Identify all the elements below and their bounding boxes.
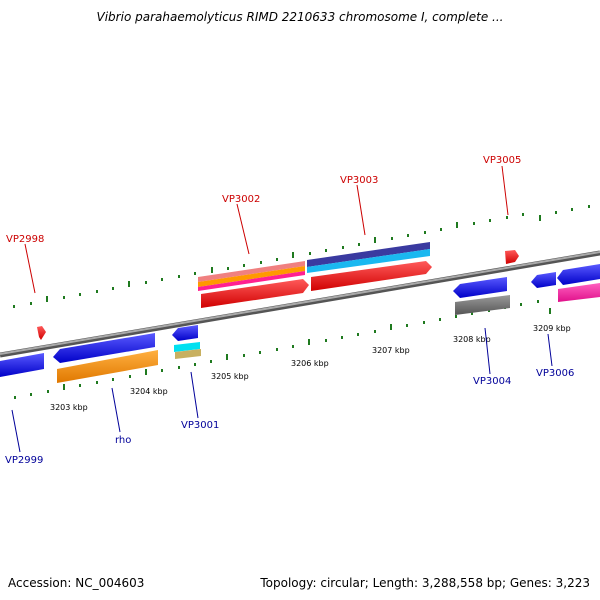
gene-feature-vp3002-band[interactable] (198, 271, 305, 291)
gene-label-vp3006: VP3006 (536, 368, 574, 379)
gene-feature-vp3003-band[interactable] (307, 249, 430, 273)
gene-feature-vp3004-product[interactable] (455, 295, 510, 315)
gene-label-vp2999: VP2999 (5, 455, 43, 466)
kbp-label: 3206 kbp (291, 359, 329, 368)
gene-labels-bottom: VP2999 rho VP3001 VP3004 VP3006 (5, 368, 574, 466)
kbp-label: 3209 kbp (533, 324, 571, 333)
gene-feature-vp3001-band[interactable] (174, 342, 200, 352)
upper-tick-row (13, 205, 590, 308)
gene-feature-vp2998[interactable] (37, 326, 46, 340)
label-leaders (11, 165, 553, 453)
gene-feature-vp3006-a[interactable] (531, 272, 556, 288)
reverse-strand-features[interactable] (0, 264, 600, 383)
kbp-label: 3207 kbp (372, 346, 410, 355)
gene-feature-vp3003[interactable] (311, 261, 432, 291)
gene-feature-vp3001-band[interactable] (175, 349, 201, 359)
gene-label-rho: rho (115, 435, 131, 446)
gene-feature-vp3006[interactable] (557, 264, 600, 285)
gene-labels-top: VP2998 VP3002 VP3003 VP3005 (6, 155, 521, 245)
kbp-label: 3208 kbp (453, 335, 491, 344)
gene-feature-vp2999[interactable] (0, 353, 44, 377)
topology-info-text: Topology: circular; Length: 3,288,558 bp… (260, 576, 590, 590)
kbp-label: 3203 kbp (50, 403, 88, 412)
gene-feature-rho[interactable] (53, 333, 155, 363)
gene-feature-vp3004[interactable] (453, 277, 507, 298)
kbp-label: 3204 kbp (130, 387, 168, 396)
gene-feature-vp3002-band[interactable] (198, 266, 305, 287)
gene-label-vp3003: VP3003 (340, 175, 378, 186)
lower-tick-row (14, 293, 588, 399)
map-title: Vibrio parahaemolyticus RIMD 2210633 chr… (96, 10, 504, 24)
gene-feature-rho-product[interactable] (57, 350, 158, 383)
gene-feature-vp3003-band[interactable] (307, 242, 430, 267)
gene-label-vp3002: VP3002 (222, 194, 260, 205)
gene-label-vp3001: VP3001 (181, 420, 219, 431)
kbp-labels: 3203 kbp 3204 kbp 3205 kbp 3206 kbp 3207… (50, 324, 571, 412)
gene-feature-vp3005[interactable] (505, 250, 519, 264)
gene-feature-vp3006-product[interactable] (558, 283, 600, 302)
chromosome-backbone (0, 250, 600, 358)
gene-feature-vp3001[interactable] (172, 325, 198, 341)
gene-label-vp2998: VP2998 (6, 234, 44, 245)
kbp-label: 3205 kbp (211, 372, 249, 381)
gene-label-vp3005: VP3005 (483, 155, 521, 166)
gene-feature-vp3002-band[interactable] (198, 261, 305, 282)
accession-text: Accession: NC_004603 (8, 576, 145, 590)
forward-strand-features[interactable] (37, 242, 519, 340)
gene-feature-vp3002[interactable] (201, 279, 309, 308)
gene-label-vp3004: VP3004 (473, 376, 511, 387)
